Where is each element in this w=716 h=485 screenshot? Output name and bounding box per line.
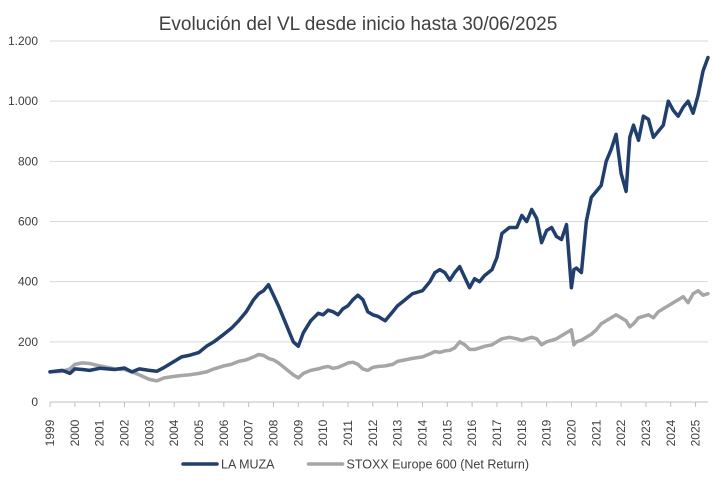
x-tick-label: 2016 xyxy=(465,419,479,446)
y-tick-label: 400 xyxy=(18,275,38,289)
x-tick-label: 2013 xyxy=(391,419,405,446)
legend-label: LA MUZA xyxy=(221,458,275,472)
x-tick-label: 2021 xyxy=(589,419,603,446)
chart-title: Evolución del VL desde inicio hasta 30/0… xyxy=(158,14,558,35)
x-tick-label: 2020 xyxy=(564,419,578,446)
y-tick-label: 800 xyxy=(18,154,38,168)
y-tick-label: 0 xyxy=(31,395,38,409)
x-tick-label: 2006 xyxy=(217,419,231,446)
x-tick-label: 2014 xyxy=(415,419,429,446)
series-line xyxy=(48,55,710,376)
x-tick-label: 2003 xyxy=(142,419,156,446)
gridlines xyxy=(50,40,708,343)
y-tick-label: 200 xyxy=(18,335,38,349)
x-tick-label: 2010 xyxy=(316,419,330,446)
x-tick-label: 2024 xyxy=(664,419,678,446)
x-tick-label: 2007 xyxy=(242,419,256,446)
series-line xyxy=(48,288,710,383)
x-tick-label: 2002 xyxy=(117,419,131,446)
y-tick-label: 1.200 xyxy=(8,34,38,48)
x-tick-label: 2023 xyxy=(639,419,653,446)
x-tick-label: 2000 xyxy=(68,419,82,446)
x-tick-label: 2004 xyxy=(167,419,181,446)
x-tick-label: 2022 xyxy=(614,419,628,446)
y-tick-label: 1.000 xyxy=(8,94,38,108)
x-tick-label: 2011 xyxy=(341,420,355,446)
legend-label: STOXX Europe 600 (Net Return) xyxy=(347,458,530,472)
x-tick-label: 1999 xyxy=(43,419,57,446)
x-tick-label: 2008 xyxy=(266,419,280,446)
x-tick-label: 2012 xyxy=(366,419,380,446)
x-tick-label: 2019 xyxy=(540,419,554,446)
x-tick-label: 2015 xyxy=(440,419,454,446)
x-tick-label: 2018 xyxy=(515,419,529,446)
y-tick-label: 600 xyxy=(18,215,38,229)
x-tick-label: 2001 xyxy=(93,419,107,446)
x-tick-label: 2025 xyxy=(689,419,703,446)
x-tick-label: 2005 xyxy=(192,419,206,446)
axes: 0 200 400 600 800 1.000 1.200 1999 2000 2001 2002 2… xyxy=(8,34,708,446)
x-tick-label: 2009 xyxy=(291,419,305,446)
legend: LA MUZA STOXX Europe 600 (Net Return) xyxy=(181,458,530,472)
x-tick-label: 2017 xyxy=(490,419,504,446)
series-lines xyxy=(48,55,710,383)
